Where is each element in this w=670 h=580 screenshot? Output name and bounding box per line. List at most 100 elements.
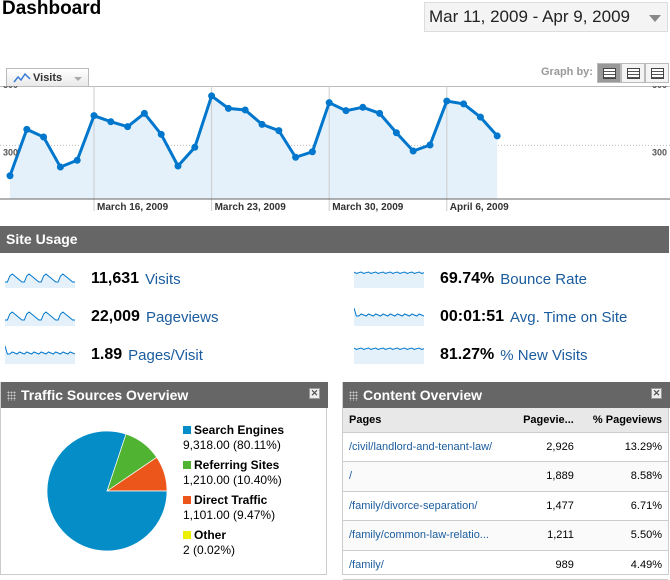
legend-swatch	[183, 531, 191, 539]
close-icon[interactable]: ✕	[309, 388, 320, 399]
data-point[interactable]	[275, 127, 282, 134]
drag-handle-icon[interactable]	[7, 391, 16, 401]
data-point[interactable]	[107, 118, 114, 125]
data-point[interactable]	[141, 110, 148, 117]
pct-pageviews-cell: 4.49%	[580, 550, 668, 580]
data-point[interactable]	[343, 107, 350, 114]
legend-name[interactable]: Other	[194, 528, 226, 542]
metric-avg-time-on-site: 00:01:51 Avg. Time on Site	[440, 308, 627, 326]
metric-link[interactable]: % New Visits	[500, 347, 587, 364]
graph-by-week-button[interactable]	[621, 63, 645, 83]
data-point[interactable]	[175, 162, 182, 169]
data-point[interactable]	[242, 106, 249, 113]
y-tick-label: 600	[3, 86, 18, 90]
page-link[interactable]: /	[349, 470, 352, 482]
chevron-down-icon	[649, 15, 661, 22]
traffic-sources-title: Traffic Sources Overview	[21, 387, 188, 403]
legend-name[interactable]: Referring Sites	[194, 458, 279, 472]
graph-by-month-button[interactable]	[645, 63, 669, 83]
x-tick-label: March 30, 2009	[332, 202, 404, 213]
sparkline	[5, 344, 75, 366]
x-tick-label: March 16, 2009	[97, 202, 169, 213]
metric-link[interactable]: Pages/Visit	[128, 347, 203, 364]
chevron-down-icon	[74, 77, 82, 81]
sparkline	[5, 268, 75, 290]
x-tick-label: March 23, 2009	[215, 202, 287, 213]
metric-value: 00:01:51	[440, 308, 504, 326]
data-point[interactable]	[494, 132, 501, 139]
pct-pageviews-cell: 5.50%	[580, 521, 668, 551]
data-point[interactable]	[410, 148, 417, 155]
day-icon	[603, 68, 616, 79]
page-link[interactable]: /family/	[349, 559, 384, 571]
site-usage-header: Site Usage	[0, 226, 669, 253]
data-point[interactable]	[477, 114, 484, 121]
visits-chart: March 16, 2009 March 23, 2009 March 30, 20…	[0, 86, 670, 216]
page-link[interactable]: /family/common-law-relatio...	[349, 529, 489, 541]
data-point[interactable]	[208, 92, 215, 99]
legend-swatch	[183, 461, 191, 469]
pageviews-cell: 2,926	[512, 432, 580, 462]
page-title: Dashboard	[2, 0, 101, 20]
metric-link[interactable]: Pageviews	[146, 309, 219, 326]
graph-by-day-button[interactable]	[597, 63, 621, 83]
data-point[interactable]	[376, 110, 383, 117]
x-tick-label: April 6, 2009	[450, 202, 509, 213]
legend-value: 1,101.00 (9.47%)	[183, 508, 275, 522]
graph-by-label: Graph by:	[541, 66, 593, 78]
content-overview-title: Content Overview	[363, 387, 482, 403]
sparkline	[5, 306, 75, 328]
data-point[interactable]	[40, 133, 47, 140]
metric-link[interactable]: Visits	[145, 271, 181, 288]
data-point[interactable]	[309, 148, 316, 155]
metric-value: 11,631	[91, 270, 139, 288]
data-point[interactable]	[259, 121, 266, 128]
data-point[interactable]	[359, 104, 366, 111]
metric-link[interactable]: Avg. Time on Site	[510, 309, 627, 326]
metric-link[interactable]: Bounce Rate	[500, 271, 587, 288]
date-range-value: Mar 11, 2009 - Apr 9, 2009	[429, 7, 630, 26]
column-header-pages[interactable]: Pages	[343, 408, 512, 432]
pageviews-cell: 1,889	[512, 462, 580, 492]
data-point[interactable]	[393, 129, 400, 136]
data-point[interactable]	[443, 98, 450, 105]
legend-name[interactable]: Direct Traffic	[194, 493, 267, 507]
column-header-pageviews[interactable]: Pagevie...	[512, 408, 580, 432]
data-point[interactable]	[427, 141, 434, 148]
page-link[interactable]: /civil/landlord-and-tenant-law/	[349, 441, 492, 453]
data-point[interactable]	[191, 144, 198, 151]
content-overview-panel: Content Overview ✕ Pages Pagevie... % Pag…	[342, 382, 669, 575]
page-link[interactable]: /family/divorce-separation/	[349, 500, 477, 512]
data-point[interactable]	[124, 123, 131, 130]
data-point[interactable]	[326, 99, 333, 106]
date-range-picker[interactable]: Mar 11, 2009 - Apr 9, 2009	[424, 2, 668, 32]
content-table: Pages Pagevie... % Pageviews /civil/land…	[343, 408, 668, 580]
data-point[interactable]	[74, 157, 81, 164]
data-point[interactable]	[460, 100, 467, 107]
data-point[interactable]	[292, 154, 299, 161]
metric-selector[interactable]: Visits	[6, 68, 89, 87]
data-point[interactable]	[23, 126, 30, 133]
data-point[interactable]	[7, 172, 14, 179]
legend-name[interactable]: Search Engines	[194, 423, 284, 437]
metric-value: 22,009	[91, 308, 140, 326]
pageviews-cell: 989	[512, 550, 580, 580]
data-point[interactable]	[158, 131, 165, 138]
metric-visits: 11,631 Visits	[91, 270, 181, 288]
data-point[interactable]	[225, 105, 232, 112]
close-icon[interactable]: ✕	[651, 388, 662, 399]
drag-handle-icon[interactable]	[349, 391, 358, 401]
pageviews-cell: 1,477	[512, 491, 580, 521]
data-point[interactable]	[91, 112, 98, 119]
metric-bounce-rate: 69.74%Bounce Rate	[440, 270, 587, 288]
month-icon	[651, 68, 664, 79]
column-header-pct-pageviews[interactable]: % Pageviews	[580, 408, 668, 432]
data-point[interactable]	[57, 164, 64, 171]
y-tick-label: 300	[652, 147, 667, 157]
y-tick-label: 300	[3, 147, 18, 157]
